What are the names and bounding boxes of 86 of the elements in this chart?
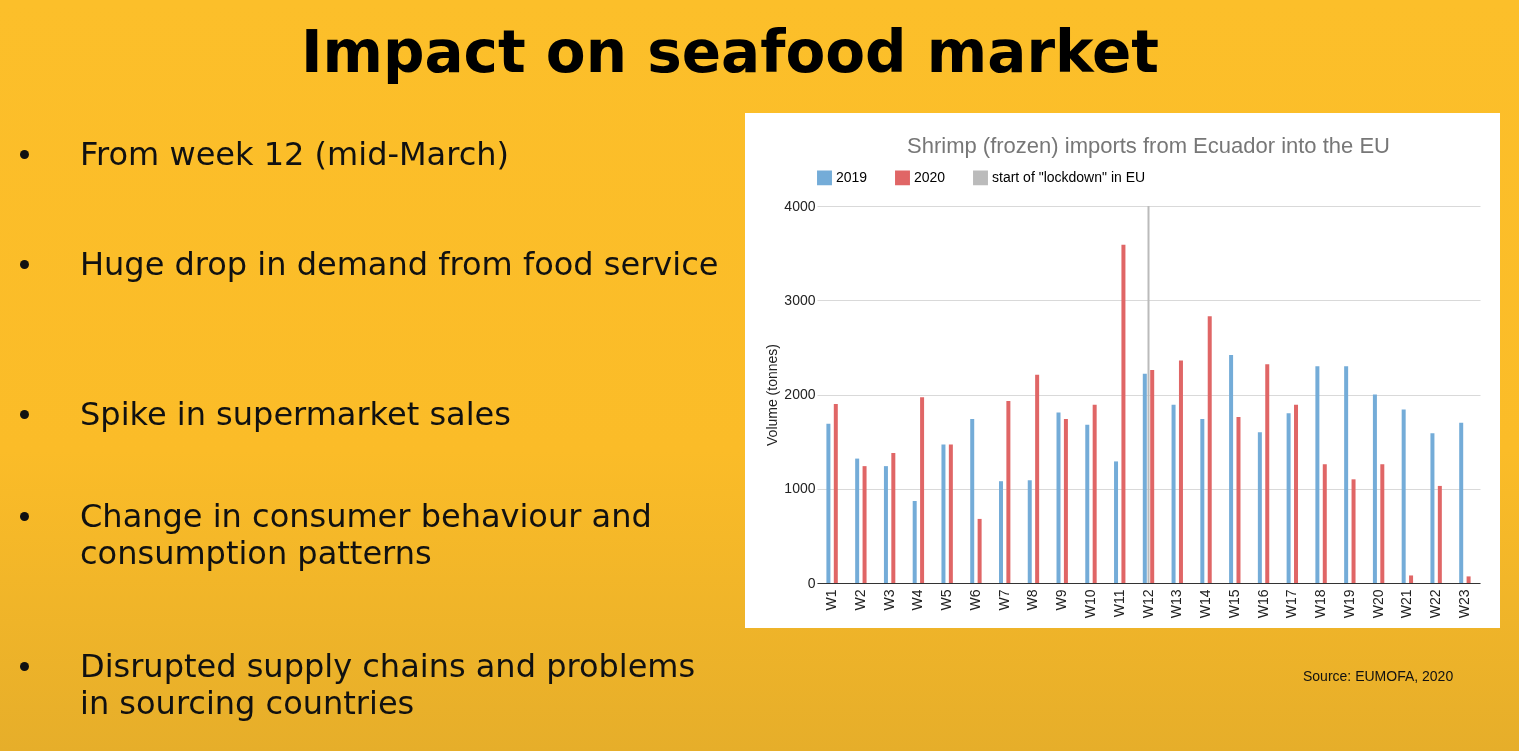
legend-label: 2020	[914, 168, 946, 185]
bar	[855, 458, 860, 583]
x-tick-label: W4	[909, 589, 926, 611]
x-tick-label: W3	[880, 589, 897, 611]
x-tick-label: W19	[1340, 589, 1357, 619]
bar	[1466, 576, 1471, 583]
bar	[1322, 464, 1327, 583]
bar	[1207, 316, 1212, 583]
bar	[1294, 404, 1299, 583]
y-tick-label: 4000	[784, 197, 816, 214]
x-tick-label: W18	[1312, 589, 1329, 619]
x-tick-label: W12	[1139, 589, 1156, 619]
x-tick-label: W5	[938, 589, 955, 611]
text: Change in consumer behaviour and consumption patterns	[80, 497, 653, 572]
y-tick-label: 3000	[784, 291, 816, 308]
bar	[883, 466, 888, 583]
bar	[1027, 480, 1032, 583]
x-tick-label: W22	[1427, 589, 1444, 619]
text: Huge drop in demand from food service	[80, 245, 720, 283]
x-tick-label: W6	[966, 589, 983, 611]
bar	[826, 423, 831, 583]
bar	[1409, 575, 1414, 583]
x-tick-label: W14	[1197, 589, 1214, 619]
bar	[941, 444, 946, 583]
x-tick-label: W2	[851, 589, 868, 611]
bar	[1035, 374, 1040, 583]
bar	[912, 501, 917, 583]
x-tick-label: W13	[1168, 589, 1185, 619]
x-tick-label: W20	[1369, 589, 1386, 619]
bar	[1006, 401, 1011, 583]
bar	[1085, 424, 1090, 583]
bar	[920, 397, 925, 583]
bar	[1056, 412, 1061, 583]
bar	[833, 403, 838, 583]
bar	[977, 518, 982, 583]
bar	[1236, 417, 1241, 583]
x-tick-label: W1	[823, 589, 840, 611]
bar	[998, 481, 1003, 583]
bar	[1459, 422, 1464, 583]
y-tick-label: 2000	[784, 386, 816, 402]
bar	[1437, 485, 1442, 583]
bar	[1171, 404, 1176, 583]
bar	[970, 419, 975, 583]
x-tick-label: W11	[1110, 589, 1127, 618]
legend-label: 2019	[836, 168, 868, 185]
bar	[1229, 354, 1234, 583]
chart-title: Impact on seafood market	[299, 18, 1161, 86]
bar	[1200, 419, 1205, 583]
source-note: Source: EUMOFA, 2020	[1303, 668, 1454, 684]
bar	[1380, 464, 1385, 583]
bar	[1178, 360, 1183, 583]
bar	[1430, 433, 1435, 583]
bar	[1257, 432, 1262, 583]
bar	[1372, 394, 1377, 583]
x-tick-label: W15	[1225, 589, 1242, 619]
x-tick-label: W10	[1081, 589, 1098, 619]
bar	[1344, 366, 1349, 583]
bar	[1142, 373, 1147, 583]
x-tick-label: W16	[1254, 589, 1271, 619]
bar	[1401, 409, 1406, 583]
bar	[1315, 366, 1320, 583]
x-tick-label: W17	[1283, 589, 1300, 619]
legend-label: start of "lockdown" in EU	[992, 168, 1146, 185]
text: From week 12 (mid-March)	[80, 135, 511, 173]
x-tick-label: W7	[995, 589, 1012, 611]
bar	[1150, 370, 1155, 583]
x-tick-label: W8	[1024, 589, 1041, 611]
x-tick-label: W23	[1455, 589, 1472, 619]
chart-subtitle: Shrimp (frozen) imports from Ecuador into the EU	[907, 133, 1390, 158]
bar	[1063, 419, 1068, 583]
bar	[1121, 244, 1126, 583]
x-tick-label: W9	[1053, 589, 1070, 611]
y-axis-title: Volume (tonnes)	[764, 344, 781, 446]
bar	[1286, 413, 1291, 583]
text: Spike in supermarket sales	[80, 395, 512, 433]
bar	[1092, 404, 1097, 583]
text: Disrupted supply chains and problems in sourcing countries	[80, 647, 697, 722]
bar	[891, 452, 896, 583]
bar	[862, 466, 867, 583]
y-tick-label: 1000	[784, 480, 816, 497]
y-tick-label: 0	[807, 574, 816, 591]
bar	[948, 444, 953, 583]
bar	[1114, 461, 1119, 583]
x-tick-label: W21	[1398, 589, 1415, 619]
bar	[1351, 479, 1356, 583]
bar	[1265, 364, 1270, 583]
